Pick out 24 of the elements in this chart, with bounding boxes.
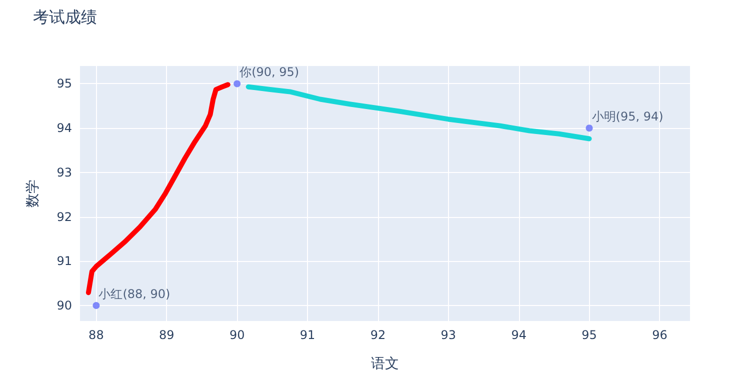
y-tick-label: 94 [56, 121, 72, 136]
chart-title: 考试成绩 [33, 8, 97, 26]
y-axis-title: 数学 [25, 180, 41, 208]
y-tick-label: 90 [56, 298, 72, 312]
point [92, 302, 100, 309]
data-label: 小明(95, 94) [592, 110, 664, 124]
x-tick-label: 93 [440, 328, 456, 342]
point [586, 124, 593, 132]
x-tick-label: 91 [300, 328, 316, 342]
x-tick-label: 88 [88, 328, 104, 342]
data-label: 小红(88, 90) [98, 286, 170, 301]
y-tick-label: 92 [56, 210, 72, 224]
x-tick-label: 94 [511, 328, 526, 342]
x-tick-label: 95 [582, 328, 597, 342]
x-tick-label: 89 [159, 328, 174, 342]
point [234, 80, 241, 88]
y-tick-label: 91 [56, 254, 72, 268]
data-label: 你(90, 95) [238, 65, 300, 80]
y-tick-label: 93 [56, 165, 72, 180]
x-tick-label: 90 [229, 328, 245, 342]
x-tick-label: 92 [370, 328, 386, 342]
x-tick-label: 96 [652, 328, 668, 342]
y-tick-label: 95 [56, 76, 72, 91]
x-axis-title: 语文 [371, 356, 399, 372]
